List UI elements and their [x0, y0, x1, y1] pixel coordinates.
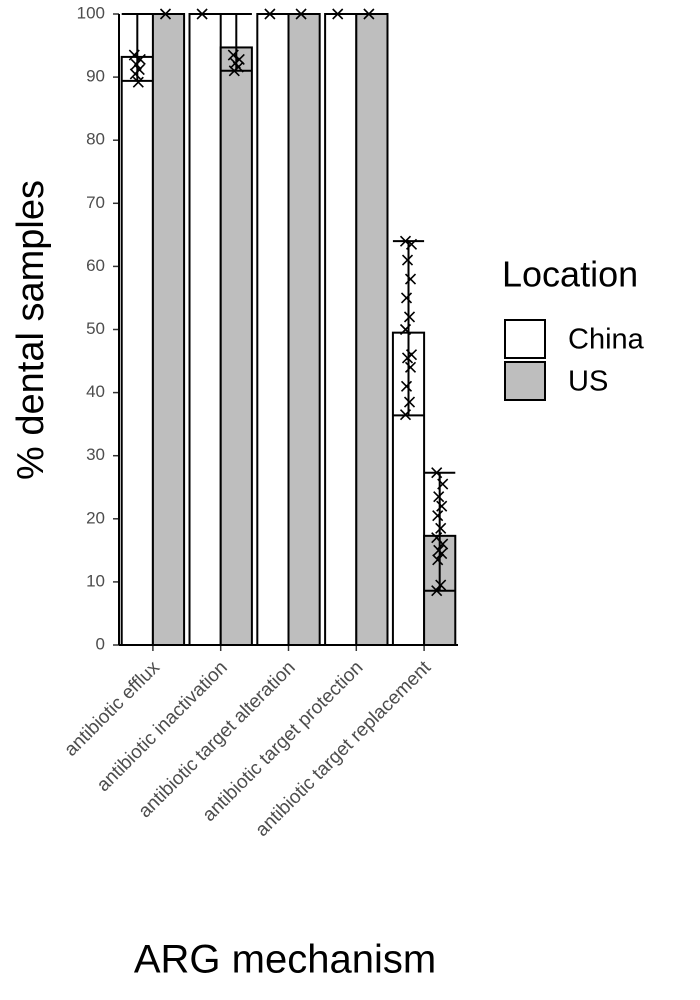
data-point [432, 554, 444, 566]
y-tick-label: 100 [77, 3, 105, 22]
bar [287, 13, 321, 646]
y-tick-label: 70 [86, 193, 105, 212]
y-tick-label: 60 [86, 256, 105, 275]
bar [256, 13, 290, 646]
legend-title: Location [502, 254, 638, 295]
error-bar [220, 13, 252, 72]
error-bar [392, 240, 425, 417]
data-point [295, 8, 307, 20]
data-point [404, 361, 417, 373]
y-tick-label: 80 [86, 130, 105, 149]
data-point [436, 547, 448, 560]
data-point [332, 8, 344, 20]
data-point [400, 380, 413, 392]
y-axis-title: % dental samples [10, 180, 52, 480]
x-axis-title: ARG mechanism [134, 938, 436, 982]
legend-key [504, 361, 546, 401]
legend-label: China [568, 324, 645, 356]
data-point [432, 510, 444, 522]
error-bar [121, 13, 153, 82]
x-tick-label: antibiotic inactivation [93, 657, 232, 796]
error-bar [424, 471, 456, 592]
y-tick-label: 10 [86, 571, 105, 590]
y-tick-label: 50 [86, 319, 105, 338]
bar [120, 55, 154, 646]
bar [151, 13, 186, 646]
y-tick-label: 40 [86, 382, 105, 401]
data-point [196, 8, 208, 20]
bar [324, 13, 358, 646]
data-point [264, 8, 276, 20]
y-tick-label: 0 [96, 634, 105, 653]
data-point [436, 500, 448, 512]
data-point [363, 8, 375, 20]
data-point [400, 292, 413, 304]
legend-label: US [568, 366, 608, 398]
bar [219, 46, 253, 647]
bar [355, 13, 389, 646]
y-tick-label: 20 [86, 508, 105, 527]
data-point [132, 76, 144, 88]
legend-key [504, 319, 546, 359]
data-point [159, 8, 172, 20]
y-tick-label: 90 [86, 67, 105, 86]
data-point [129, 68, 141, 80]
data-point [404, 273, 417, 285]
y-tick-label: 30 [86, 445, 105, 464]
bar [188, 13, 222, 646]
